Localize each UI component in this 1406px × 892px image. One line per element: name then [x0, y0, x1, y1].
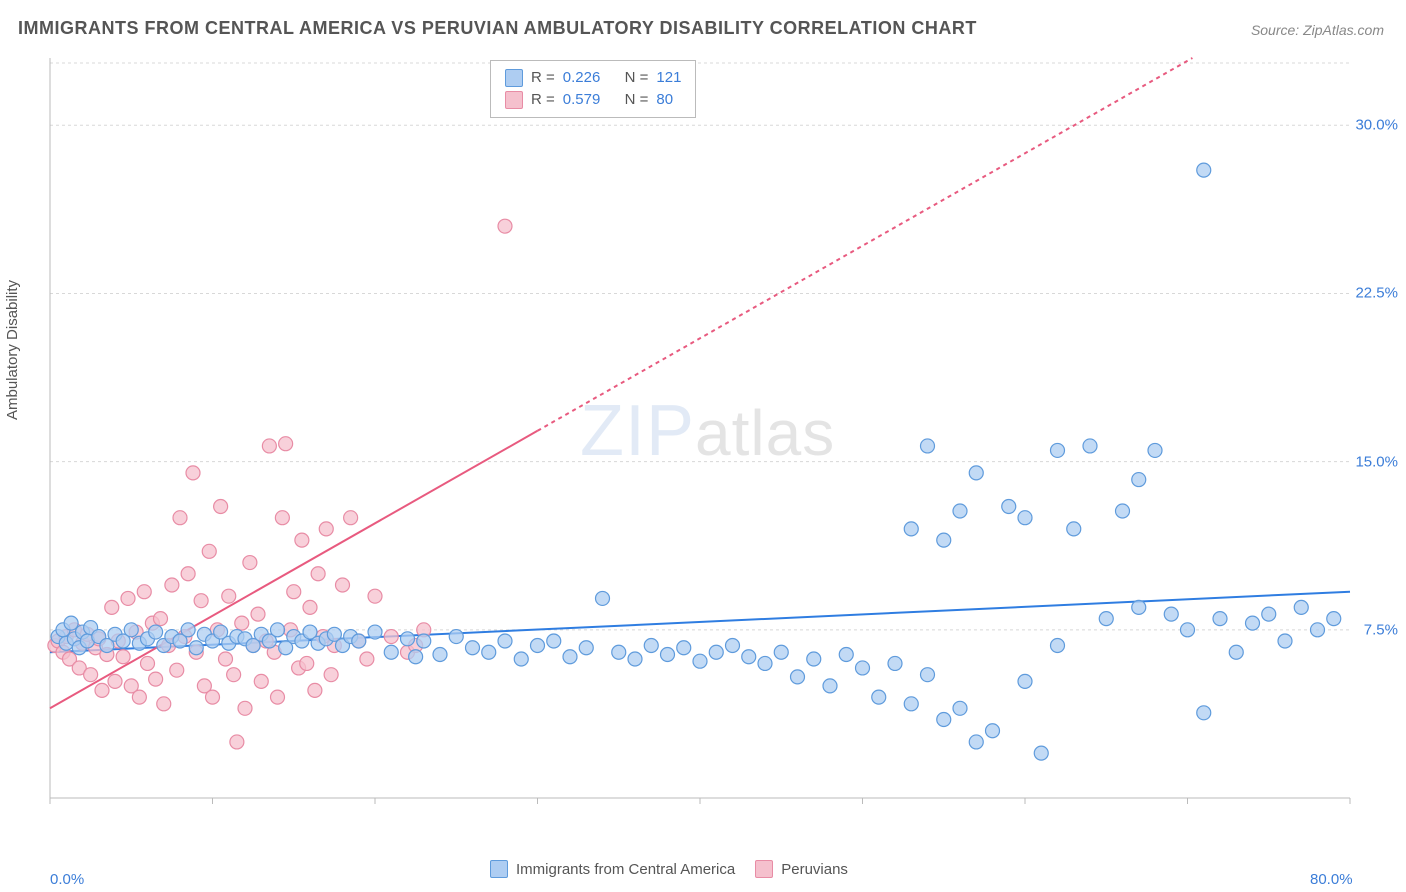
y-tick-label: 7.5%	[1364, 621, 1398, 638]
x-tick-label: 0.0%	[50, 871, 84, 888]
legend-swatch-blue-icon	[490, 860, 508, 878]
scatter-chart	[0, 0, 1406, 892]
legend-swatch-pink	[505, 91, 523, 109]
legend-swatch-blue	[505, 69, 523, 87]
y-tick-label: 15.0%	[1355, 453, 1398, 470]
y-tick-label: 30.0%	[1355, 117, 1398, 134]
legend-label-pink: Peruvians	[781, 861, 848, 878]
legend-swatch-pink-icon	[755, 860, 773, 878]
series-legend: Immigrants from Central America Peruvian…	[490, 860, 848, 878]
correlation-legend: R = 0.226 N = 121 R = 0.579 N = 80	[490, 60, 696, 118]
legend-label-blue: Immigrants from Central America	[516, 861, 735, 878]
x-tick-label: 80.0%	[1310, 871, 1353, 888]
y-tick-label: 22.5%	[1355, 285, 1398, 302]
